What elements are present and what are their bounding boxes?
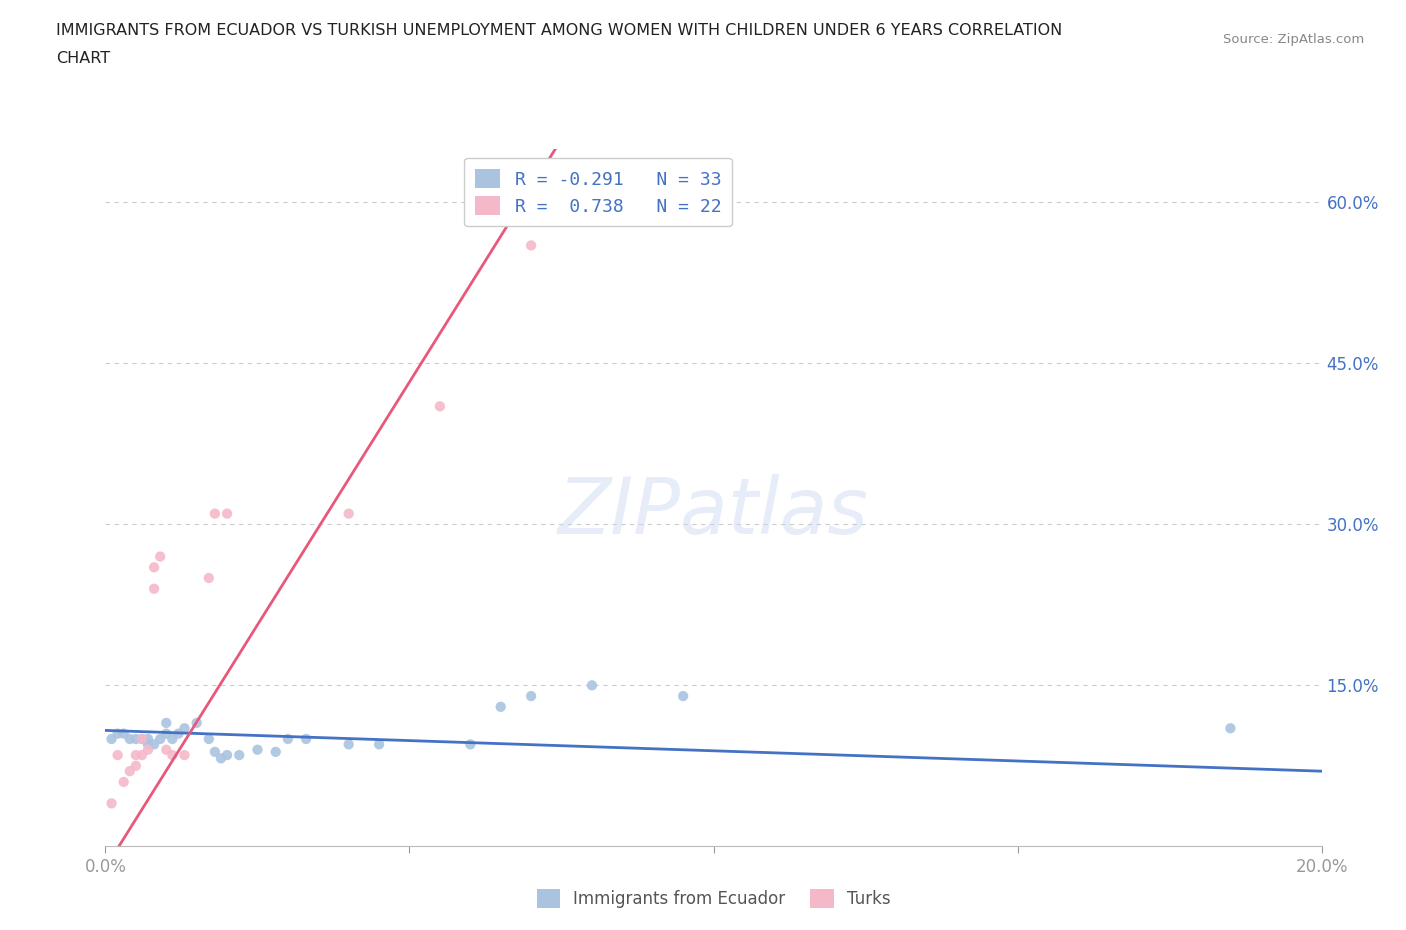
- Point: [209, 751, 232, 765]
- Point: [198, 571, 221, 586]
- Point: [149, 732, 172, 747]
- Point: [162, 732, 184, 747]
- Point: [173, 721, 195, 736]
- Point: [107, 726, 129, 741]
- Point: [458, 737, 481, 751]
- Point: [112, 726, 135, 741]
- Text: CHART: CHART: [56, 51, 110, 66]
- Point: [155, 726, 177, 741]
- Point: [136, 732, 159, 747]
- Point: [107, 748, 129, 763]
- Point: [204, 744, 226, 759]
- Point: [149, 549, 172, 564]
- Point: [155, 715, 177, 730]
- Point: [672, 688, 695, 703]
- Point: [125, 732, 148, 747]
- Point: [1219, 721, 1241, 736]
- Point: [155, 742, 177, 757]
- Point: [246, 742, 269, 757]
- Point: [143, 581, 166, 596]
- Point: [368, 737, 391, 751]
- Point: [125, 758, 148, 773]
- Point: [277, 732, 299, 747]
- Point: [112, 775, 135, 790]
- Point: [217, 506, 239, 521]
- Legend: Immigrants from Ecuador, Turks: Immigrants from Ecuador, Turks: [530, 883, 897, 915]
- Point: [581, 678, 603, 693]
- Point: [118, 732, 141, 747]
- Point: [217, 748, 239, 763]
- Point: [162, 748, 184, 763]
- Point: [264, 744, 287, 759]
- Point: [477, 174, 499, 189]
- Point: [131, 732, 153, 747]
- Point: [520, 688, 543, 703]
- Point: [228, 748, 250, 763]
- Point: [143, 560, 166, 575]
- Text: IMMIGRANTS FROM ECUADOR VS TURKISH UNEMPLOYMENT AMONG WOMEN WITH CHILDREN UNDER : IMMIGRANTS FROM ECUADOR VS TURKISH UNEMP…: [56, 23, 1063, 38]
- Text: ZIPatlas: ZIPatlas: [558, 473, 869, 550]
- Point: [173, 748, 195, 763]
- Point: [337, 737, 360, 751]
- Point: [136, 737, 159, 751]
- Point: [143, 737, 166, 751]
- Point: [167, 726, 190, 741]
- Point: [198, 732, 221, 747]
- Point: [489, 699, 512, 714]
- Point: [125, 748, 148, 763]
- Point: [295, 732, 318, 747]
- Point: [186, 715, 208, 730]
- Point: [429, 399, 451, 414]
- Point: [131, 748, 153, 763]
- Point: [118, 764, 141, 778]
- Point: [520, 238, 543, 253]
- Point: [100, 732, 122, 747]
- Point: [131, 732, 153, 747]
- Point: [204, 506, 226, 521]
- Point: [337, 506, 360, 521]
- Point: [100, 796, 122, 811]
- Point: [136, 742, 159, 757]
- Text: Source: ZipAtlas.com: Source: ZipAtlas.com: [1223, 33, 1364, 46]
